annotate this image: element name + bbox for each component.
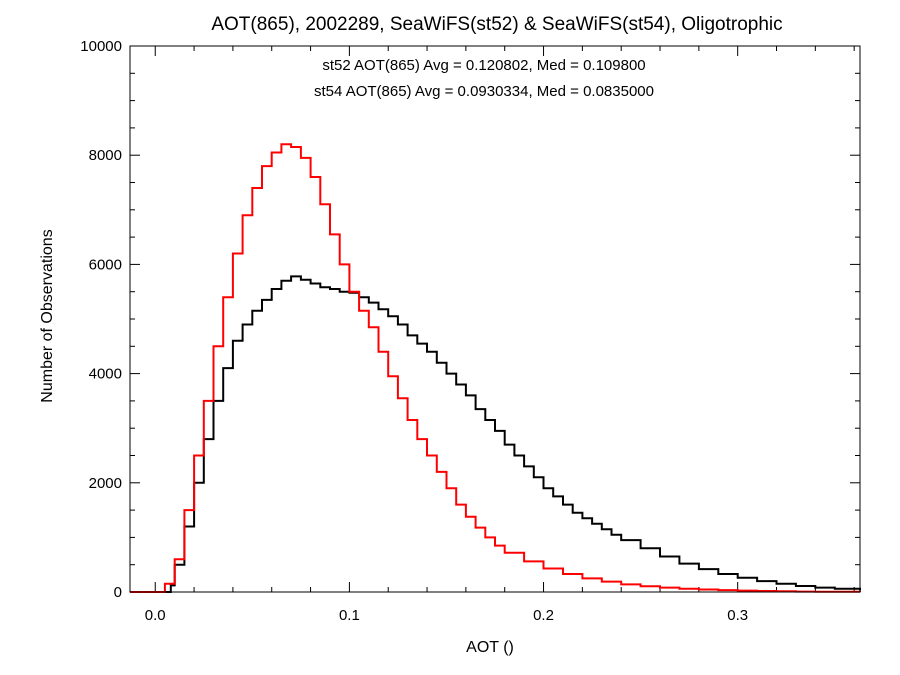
x-tick-label: 0.3 — [727, 607, 748, 624]
chart-title: AOT(865), 2002289, SeaWiFS(st52) & SeaWi… — [211, 14, 782, 35]
y-tick-label: 4000 — [89, 366, 122, 383]
series-layer — [130, 143, 861, 593]
plot-frame — [129, 45, 861, 593]
x-tick-label: 0.2 — [533, 607, 554, 624]
y-tick-label: 6000 — [89, 256, 122, 273]
annotation-st54: st54 AOT(865) Avg = 0.0930334, Med = 0.0… — [314, 83, 654, 100]
x-tick-label: 0.0 — [145, 607, 166, 624]
axis-ticks: 0.0 0.1 0.2 0.3 0 2000 4000 6000 8000 10000 — [80, 38, 860, 624]
x-axis-label: AOT () — [466, 639, 514, 656]
y-tick-label: 2000 — [89, 475, 122, 492]
y-axis-label: Number of Observations — [39, 229, 56, 402]
annotation-st52: st52 AOT(865) Avg = 0.120802, Med = 0.10… — [322, 57, 645, 74]
y-tick-label: 10000 — [80, 38, 122, 55]
y-tick-label: 8000 — [89, 147, 122, 164]
x-tick-label: 0.1 — [339, 607, 360, 624]
series-st52-histogram — [130, 275, 861, 593]
series-st54-histogram — [130, 143, 861, 593]
y-tick-label: 0 — [114, 584, 122, 601]
